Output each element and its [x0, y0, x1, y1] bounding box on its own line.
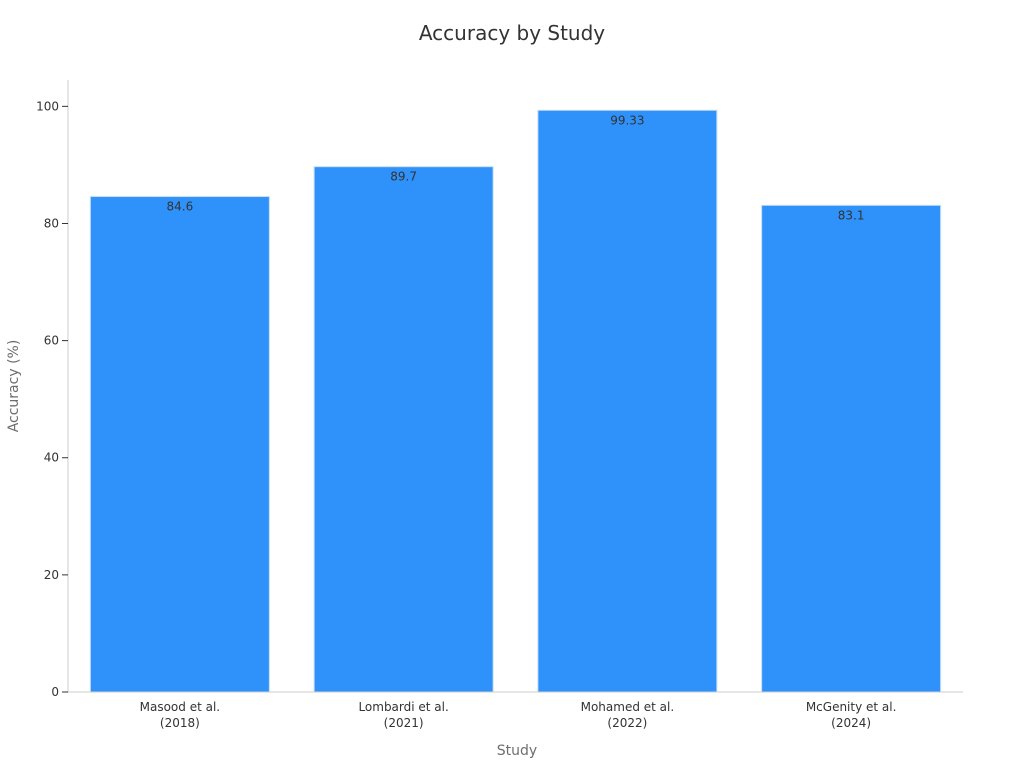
bar — [761, 204, 942, 693]
x-tick-label: (2018) — [160, 716, 200, 730]
x-tick-label: (2024) — [831, 716, 871, 730]
bars: 84.6 89.7 99.33 83.1 — [89, 109, 942, 693]
y-tick-label: 40 — [44, 451, 59, 465]
x-tick-label: (2021) — [384, 716, 424, 730]
bar-value-label: 89.7 — [390, 170, 417, 184]
x-tick-label: Lombardi et al. — [358, 700, 448, 714]
y-tick-label: 60 — [44, 334, 59, 348]
y-tick-label: 0 — [51, 685, 59, 699]
y-tick-label: 80 — [44, 216, 59, 230]
y-tick-label: 20 — [44, 568, 59, 582]
bar — [537, 109, 718, 693]
y-axis-label: Accuracy (%) — [6, 340, 22, 433]
x-tick-label: Mohamed et al. — [581, 700, 675, 714]
x-tick-label: Masood et al. — [140, 700, 220, 714]
y-axis: 0 20 40 60 80 100 — [36, 80, 69, 699]
chart-title: Accuracy by Study — [419, 21, 605, 45]
bar — [89, 196, 270, 693]
bar — [313, 166, 494, 693]
bar-value-label: 99.33 — [610, 113, 644, 127]
y-tick-label: 100 — [36, 99, 59, 113]
x-axis-label: Study — [497, 743, 537, 759]
x-tick-label: McGenity et al. — [806, 700, 897, 714]
bar-value-label: 84.6 — [167, 200, 194, 214]
bar-value-label: 83.1 — [838, 208, 865, 222]
x-tick-label: (2022) — [607, 716, 647, 730]
x-axis: Masood et al. (2018) Lombardi et al. (2021)… — [68, 691, 963, 730]
